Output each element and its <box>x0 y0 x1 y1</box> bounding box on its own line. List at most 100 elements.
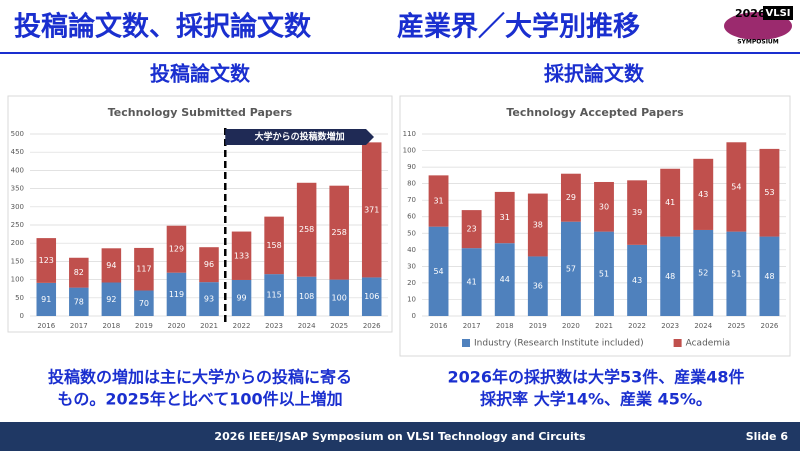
x-tick-label: 2016 <box>430 322 448 330</box>
value-label: 371 <box>364 205 379 214</box>
footer-bar <box>0 422 800 451</box>
bar-segment <box>361 142 382 278</box>
logo-sub: SYMPOSIUM <box>737 39 779 46</box>
y-tick-label: 350 <box>11 185 24 193</box>
value-label: 133 <box>234 251 249 260</box>
value-label: 78 <box>74 297 84 306</box>
bar-segment <box>231 279 252 316</box>
value-label: 54 <box>731 182 741 191</box>
bar-segment <box>627 180 648 245</box>
y-tick-label: 300 <box>11 203 24 211</box>
value-label: 108 <box>299 292 314 301</box>
bar-segment <box>560 173 581 222</box>
value-label: 91 <box>41 295 51 304</box>
bar-segment <box>660 236 681 316</box>
value-label: 99 <box>236 293 246 302</box>
x-tick-label: 2018 <box>102 322 120 330</box>
bar-segment <box>494 191 515 244</box>
value-label: 41 <box>665 198 675 207</box>
value-label: 82 <box>74 268 84 277</box>
y-tick-label: 50 <box>407 229 416 237</box>
value-label: 100 <box>332 293 347 302</box>
y-tick-label: 60 <box>407 213 416 221</box>
value-label: 258 <box>299 225 314 234</box>
y-tick-label: 150 <box>11 257 24 265</box>
value-label: 52 <box>698 268 708 277</box>
bar-segment <box>101 282 122 316</box>
bar-segment <box>69 287 89 316</box>
bar-segment <box>494 243 515 316</box>
y-tick-label: 100 <box>11 276 24 284</box>
bar-segment <box>726 142 747 232</box>
bar-segment <box>527 256 548 316</box>
logo-box <box>763 6 793 20</box>
bar-segment <box>361 277 382 316</box>
x-tick-label: 2025 <box>330 322 348 330</box>
bar-segment <box>166 225 187 273</box>
bar-segment <box>101 248 122 283</box>
y-tick-label: 200 <box>11 239 24 247</box>
section-heading: 投稿論文数 <box>150 62 251 86</box>
value-label: 258 <box>332 228 347 237</box>
value-label: 94 <box>106 261 116 270</box>
bar-segment <box>199 247 219 283</box>
bar-segment <box>199 282 219 316</box>
y-tick-label: 90 <box>407 163 416 171</box>
x-tick-label: 2022 <box>233 322 251 330</box>
bar-segment <box>627 244 648 316</box>
logo: 2026 VLSI SYMPOSIUM <box>724 6 793 46</box>
value-label: 51 <box>599 269 609 278</box>
bar-segment <box>560 221 581 316</box>
value-label: 92 <box>106 295 116 304</box>
bar-segment <box>693 158 714 230</box>
value-label: 31 <box>500 213 510 222</box>
y-tick-label: 10 <box>407 295 416 303</box>
bar-segment <box>264 216 284 275</box>
footer-text: 2026 IEEE/JSAP Symposium on VLSI Technol… <box>214 430 586 443</box>
bar-segment <box>461 210 482 249</box>
y-tick-label: 250 <box>11 221 24 229</box>
bar-segment <box>461 248 482 316</box>
x-tick-label: 2023 <box>661 322 679 330</box>
x-tick-label: 2026 <box>761 322 779 330</box>
chart-title: Technology Accepted Papers <box>506 106 684 119</box>
x-tick-label: 2017 <box>70 322 88 330</box>
bar-segment <box>134 290 154 316</box>
value-label: 43 <box>632 276 642 285</box>
section-heading: 採択論文数 <box>544 62 645 86</box>
legend-swatch <box>462 339 470 347</box>
value-label: 117 <box>136 265 151 274</box>
slide-title: 産業界／大学別推移 <box>397 11 640 43</box>
slide-number: Slide 6 <box>746 430 789 443</box>
bar-segment <box>329 279 349 316</box>
y-tick-label: 0 <box>20 312 24 320</box>
y-tick-label: 100 <box>403 147 416 155</box>
value-label: 123 <box>39 256 54 265</box>
x-tick-label: 2024 <box>694 322 712 330</box>
value-label: 119 <box>169 290 184 299</box>
bar-segment <box>660 168 681 237</box>
bar-segment <box>296 182 317 277</box>
value-label: 106 <box>364 292 379 301</box>
x-tick-label: 2020 <box>168 322 186 330</box>
bar-segment <box>428 175 449 227</box>
value-label: 53 <box>764 188 774 197</box>
value-label: 51 <box>731 269 741 278</box>
bar-segment <box>428 226 449 316</box>
value-label: 93 <box>204 295 214 304</box>
value-label: 54 <box>433 267 443 276</box>
x-tick-label: 2025 <box>727 322 745 330</box>
y-tick-label: 450 <box>11 148 24 156</box>
y-tick-label: 0 <box>412 312 416 320</box>
x-tick-label: 2017 <box>463 322 481 330</box>
note: もの。2025年と比べて100件以上増加 <box>57 390 342 409</box>
y-tick-label: 30 <box>407 262 416 270</box>
x-tick-label: 2024 <box>298 322 316 330</box>
value-label: 158 <box>266 241 281 250</box>
annotation: 大学からの投稿数増加 <box>255 131 345 143</box>
y-tick-label: 400 <box>11 166 24 174</box>
logo-name: VLSI <box>765 8 790 19</box>
bar-segment <box>527 193 548 257</box>
slide-title: 投稿論文数、採択論文数 <box>14 11 312 43</box>
title-rule <box>0 52 800 54</box>
